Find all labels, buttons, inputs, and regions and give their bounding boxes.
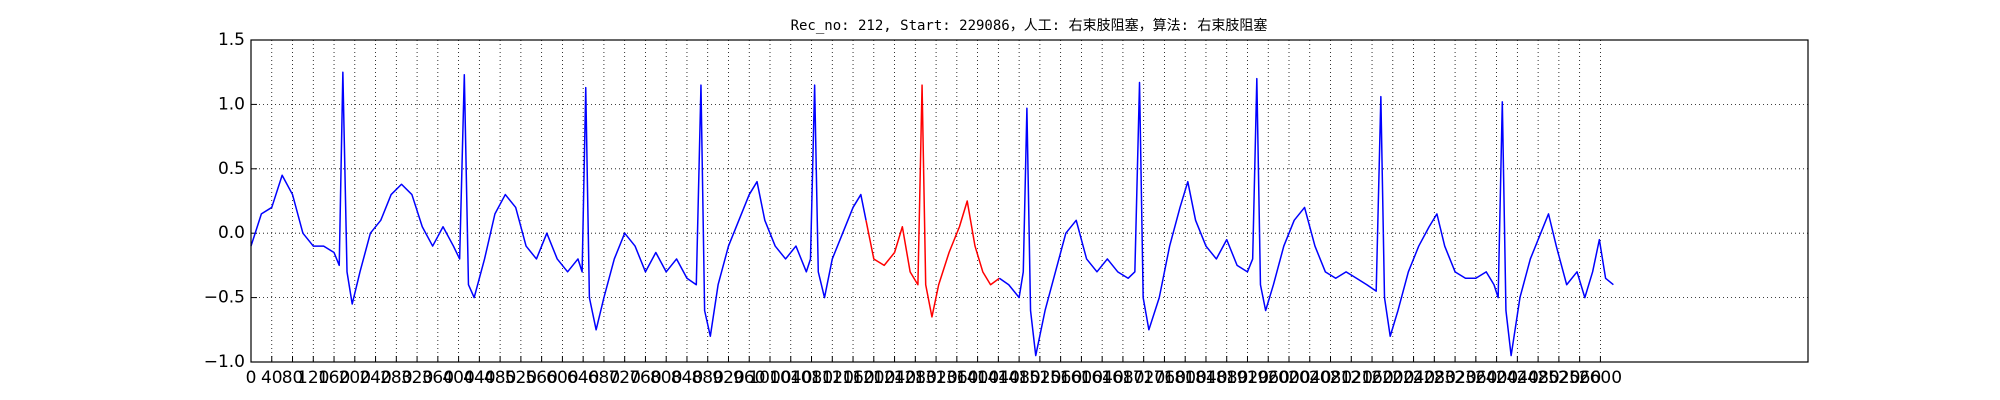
y-tick-label: −0.5 — [204, 288, 245, 308]
x-tick-label: 1080 — [790, 368, 833, 388]
plot-frame — [250, 39, 1809, 363]
x-tick-label: 2040 — [1288, 368, 1331, 388]
y-tick-label: −1.0 — [204, 352, 245, 372]
x-tick-label: 1520 — [1018, 368, 1061, 388]
x-tick-label: 520 — [505, 368, 537, 388]
x-tick-label: 2120 — [1330, 368, 1373, 388]
x-tick-label: 600 — [546, 368, 578, 388]
x-tick-label: 720 — [608, 368, 640, 388]
x-tick-label: 880 — [691, 368, 723, 388]
x-tick-label: 1600 — [1060, 368, 1103, 388]
chart-title: Rec_no: 212, Start: 229086，人工: 右束肢阻塞，算法:… — [791, 17, 1268, 34]
x-tick-label: 1760 — [1143, 368, 1186, 388]
x-tick-label: 2360 — [1454, 368, 1497, 388]
x-tick-label: 1160 — [831, 368, 874, 388]
x-tick-label: 2560 — [1558, 368, 1601, 388]
x-tick-label: 2200 — [1371, 368, 1414, 388]
x-tick-label: 920 — [712, 368, 744, 388]
x-tick-label: 400 — [442, 368, 474, 388]
x-tick-label: 1640 — [1081, 368, 1124, 388]
x-tick-label: 640 — [567, 368, 599, 388]
x-tick-label: 1120 — [811, 368, 854, 388]
x-tick-label: 2320 — [1433, 368, 1476, 388]
x-tick-label: 680 — [588, 368, 620, 388]
x-tick-label: 0 — [246, 368, 257, 388]
x-tick-label: 280 — [380, 368, 412, 388]
x-tick-label: 1680 — [1101, 368, 1144, 388]
x-tick-label: 1880 — [1205, 368, 1248, 388]
x-tick-label: 440 — [463, 368, 495, 388]
x-tick-label: 960 — [733, 368, 765, 388]
x-tick-label: 80 — [282, 368, 304, 388]
x-tick-label: 1560 — [1039, 368, 1082, 388]
x-tick-label: 1920 — [1226, 368, 1269, 388]
x-tick-label: 320 — [401, 368, 433, 388]
x-tick-label: 160 — [318, 368, 350, 388]
x-tick-label: 1720 — [1122, 368, 1165, 388]
x-tick-label: 2280 — [1413, 368, 1456, 388]
x-tick-label: 1040 — [769, 368, 812, 388]
x-tick-label: 1200 — [852, 368, 895, 388]
x-tick-label: 560 — [525, 368, 557, 388]
x-tick-label: 200 — [339, 368, 371, 388]
x-tick-label: 2600 — [1579, 368, 1622, 388]
x-tick-label: 1960 — [1247, 368, 1290, 388]
x-tick-label: 2440 — [1496, 368, 1539, 388]
y-tick-label: 0.0 — [218, 223, 245, 243]
signal-line — [865, 84, 1000, 318]
x-tick-label: 2240 — [1392, 368, 1435, 388]
x-tick-label: 120 — [297, 368, 329, 388]
x-tick-label: 760 — [629, 368, 661, 388]
y-tick-label: 0.5 — [218, 159, 245, 179]
x-tick-label: 840 — [671, 368, 703, 388]
signal-line — [250, 71, 867, 337]
x-tick-label: 2000 — [1267, 368, 1310, 388]
x-tick-label: 1240 — [873, 368, 916, 388]
x-tick-label: 2520 — [1537, 368, 1580, 388]
x-tick-label: 1400 — [956, 368, 999, 388]
x-tick-label: 2480 — [1516, 368, 1559, 388]
x-tick-label: 2160 — [1350, 368, 1393, 388]
x-tick-label: 1840 — [1184, 368, 1227, 388]
x-tick-label: 1360 — [935, 368, 978, 388]
x-tick-label: 360 — [422, 368, 454, 388]
x-tick-label: 2400 — [1475, 368, 1518, 388]
x-tick-label: 1480 — [997, 368, 1040, 388]
x-tick-label: 480 — [484, 368, 516, 388]
x-tick-label: 800 — [650, 368, 682, 388]
x-tick-label: 1280 — [894, 368, 937, 388]
x-tick-label: 1000 — [748, 368, 791, 388]
x-tick-label: 2080 — [1309, 368, 1352, 388]
x-tick-label: 40 — [261, 368, 283, 388]
signal-line — [998, 77, 1614, 357]
x-tick-label: 1440 — [977, 368, 1020, 388]
y-tick-label: 1.5 — [218, 30, 245, 50]
x-tick-label: 1320 — [914, 368, 957, 388]
x-tick-label: 240 — [359, 368, 391, 388]
y-tick-label: 1.0 — [218, 94, 245, 114]
x-tick-label: 1800 — [1164, 368, 1207, 388]
